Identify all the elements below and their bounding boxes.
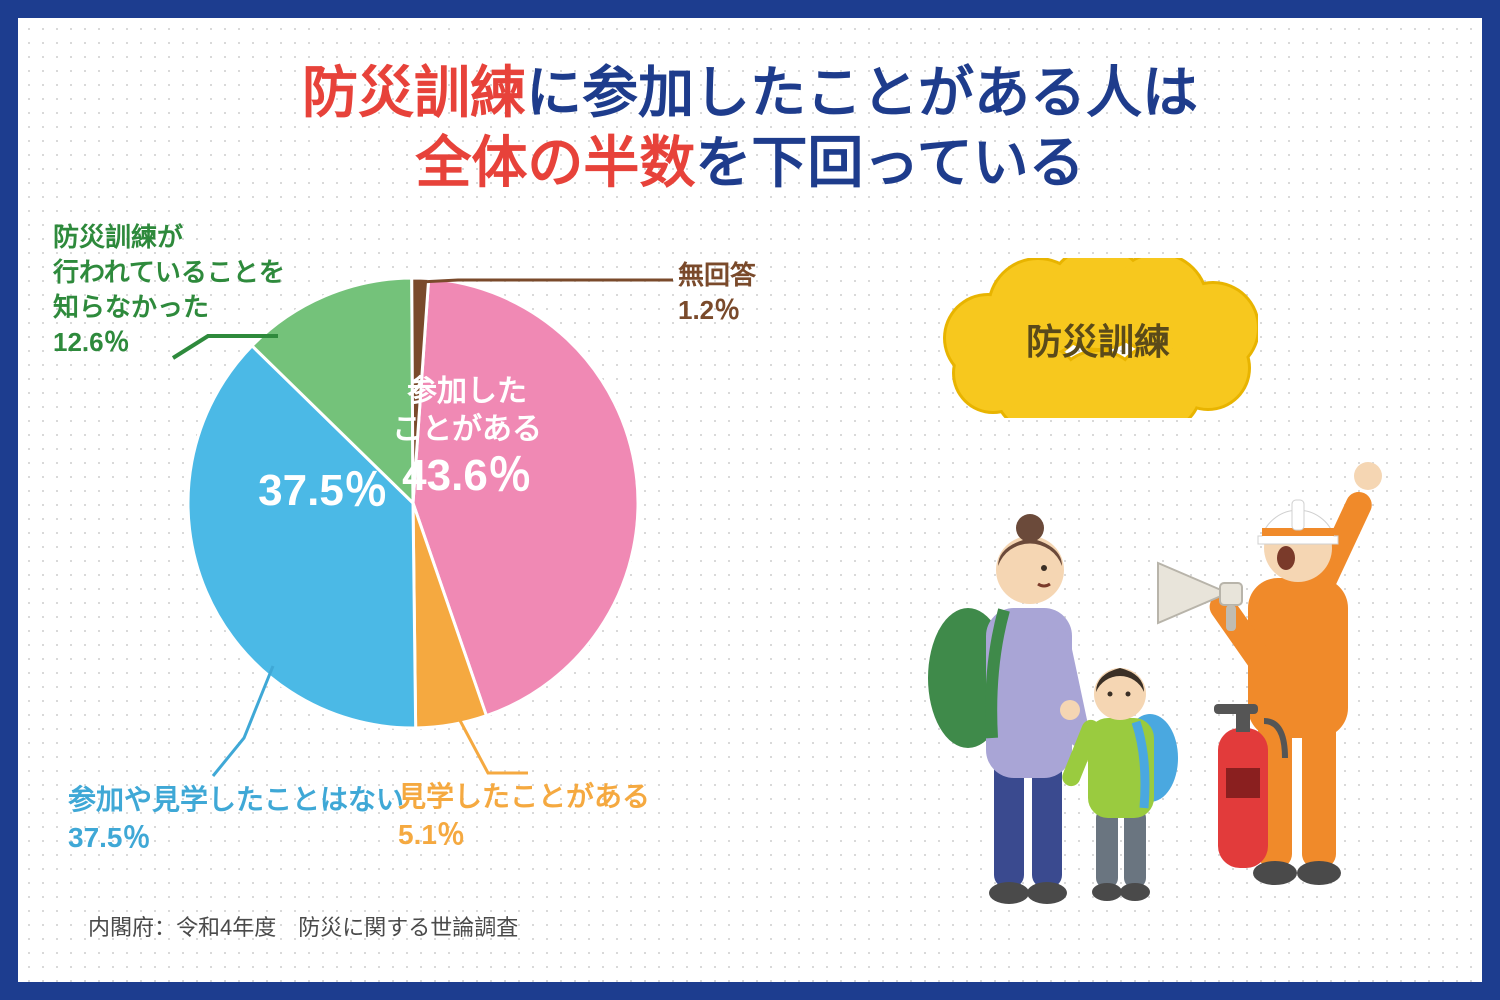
thought-bubble: 防災訓練 — [938, 258, 1258, 418]
pie-internal-label-never: 37.5％ — [203, 463, 443, 518]
source-citation: 内閣府：令和4年度 防災に関する世論調査 — [88, 910, 518, 942]
worker-icon — [1158, 462, 1382, 885]
drill-illustration-svg — [918, 418, 1438, 918]
pie-external-label-no_answer: 無回答1.2％ — [678, 258, 756, 328]
pie-external-label-unaware: 防災訓練が行われていることを知らなかった12.6％ — [53, 220, 285, 360]
megaphone-icon — [1158, 563, 1242, 631]
infographic-frame: 防災訓練に参加したことがある人は 全体の半数を下回っている 参加したことがある4… — [0, 0, 1500, 1000]
pie-external-label-observed: 見学したことがある5.1％ — [398, 778, 650, 854]
pie-external-label-never: 参加や見学したことはない37.5％ — [68, 781, 404, 857]
thought-bubble-text: 防災訓練 — [938, 313, 1258, 365]
drill-illustration — [918, 418, 1438, 918]
